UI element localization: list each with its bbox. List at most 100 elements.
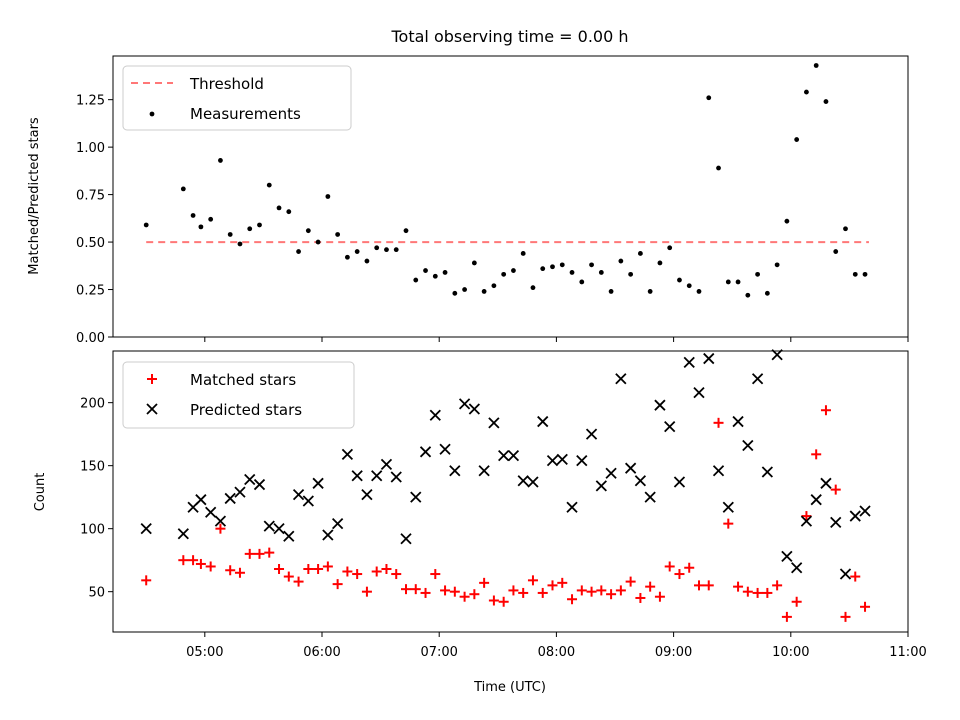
predicted-star-stroke-b: [673, 476, 686, 488]
matched-star-point: [801, 511, 812, 522]
measurement-point: [501, 271, 507, 277]
predicted-star-point: [576, 454, 588, 467]
matched-star-point: [283, 571, 294, 582]
legend-measurements-label: Measurements: [190, 105, 301, 123]
predicted-star-stroke-b: [283, 530, 295, 542]
legend-threshold-label: Threshold: [189, 75, 264, 93]
predicted-star-stroke-b: [605, 467, 617, 479]
predicted-star-stroke-b: [703, 352, 715, 365]
predicted-star-point: [595, 480, 607, 492]
measurement-point: [667, 245, 673, 251]
legend-measurements-swatch: [149, 111, 155, 117]
predicted-star-stroke-b: [351, 470, 363, 482]
matched-star-point: [313, 563, 324, 574]
predicted-star-stroke-b: [810, 494, 822, 506]
predicted-star-point: [253, 478, 266, 491]
predicted-star-stroke-b: [585, 428, 598, 440]
predicted-star-point: [449, 465, 461, 477]
predicted-star-stroke-b: [624, 462, 637, 474]
measurement-point: [843, 226, 848, 232]
measurement-point: [520, 251, 526, 256]
predicted-star-point: [419, 446, 432, 458]
matched-star-point: [850, 571, 861, 582]
matched-star-point: [361, 586, 372, 597]
matched-star-point: [371, 566, 382, 577]
predicted-star-point: [839, 568, 852, 580]
predicted-star-point: [361, 489, 373, 501]
measurement-point: [686, 283, 692, 289]
matched-star-point: [635, 592, 646, 603]
measurement-point: [628, 271, 634, 277]
measurement-point: [823, 99, 829, 104]
predicted-star-point: [302, 495, 314, 507]
top-x-ticks: [204, 337, 909, 342]
predicted-star-stroke-b: [761, 466, 773, 478]
predicted-star-stroke-b: [781, 550, 793, 563]
predicted-star-point: [615, 373, 627, 385]
predicted-star-stroke-b: [312, 477, 324, 489]
measurement-point: [305, 228, 311, 234]
predicted-star-stroke-b: [546, 454, 559, 467]
predicted-star-stroke-b: [322, 529, 334, 541]
predicted-star-stroke-b: [537, 415, 549, 428]
predicted-star-stroke-b: [429, 409, 441, 421]
matched-star-point: [440, 585, 451, 596]
predicted-star-point: [566, 501, 578, 513]
measurement-point: [374, 245, 380, 251]
predicted-star-point: [859, 505, 871, 517]
measurement-point: [335, 232, 341, 237]
measurement-point: [716, 165, 721, 171]
measurement-point: [637, 251, 643, 256]
predicted-star-stroke-b: [205, 506, 217, 518]
measurement-point: [833, 249, 839, 254]
predicted-star-point: [781, 550, 793, 563]
predicted-star-stroke-b: [800, 515, 813, 527]
matched-stars-series: [141, 405, 871, 622]
predicted-star-stroke-b: [683, 356, 695, 368]
measurement-point: [218, 158, 223, 163]
predicted-star-point: [703, 352, 715, 365]
measurement-point: [550, 264, 555, 270]
matched-star-point: [723, 518, 734, 529]
predicted-star-stroke-b: [302, 495, 314, 507]
measurement-point: [491, 283, 497, 289]
predicted-star-stroke-b: [234, 486, 246, 498]
bottom-x-tick-label: 10:00: [772, 645, 809, 660]
predicted-star-point: [761, 466, 773, 478]
predicted-star-stroke-b: [751, 373, 764, 385]
matched-star-point: [410, 584, 421, 595]
predicted-star-point: [371, 470, 383, 482]
measurement-point: [180, 186, 186, 192]
predicted-star-point: [722, 501, 734, 513]
predicted-star-stroke-b: [664, 420, 676, 433]
predicted-star-stroke-b: [244, 473, 256, 486]
matched-star-point: [557, 577, 568, 588]
predicted-star-point: [283, 530, 295, 542]
measurement-point: [208, 216, 214, 222]
matched-star-point: [322, 561, 333, 572]
predicted-star-point: [351, 470, 363, 482]
predicted-star-point: [390, 471, 402, 483]
predicted-star-stroke-b: [214, 515, 227, 527]
predicted-star-stroke-b: [410, 491, 422, 503]
measurement-point: [511, 268, 516, 273]
measurement-point: [677, 277, 682, 283]
matched-star-point: [840, 611, 851, 622]
predicted-star-stroke-b: [556, 453, 568, 466]
measurement-point: [657, 260, 663, 266]
predicted-star-point: [830, 516, 842, 529]
matched-star-point: [188, 555, 199, 566]
predicted-star-stroke-b: [830, 516, 842, 529]
measurement-point: [813, 63, 819, 68]
matched-star-point: [654, 591, 665, 602]
predicted-star-point: [195, 494, 207, 506]
predicted-star-stroke-b: [615, 373, 627, 385]
predicted-star-stroke-b: [576, 454, 588, 467]
matched-star-point: [664, 561, 675, 572]
measurement-point: [266, 182, 272, 188]
predicted-star-stroke-b: [419, 446, 432, 458]
measurement-point: [774, 262, 780, 268]
matched-star-point: [860, 601, 871, 612]
matched-star-point: [195, 558, 206, 569]
